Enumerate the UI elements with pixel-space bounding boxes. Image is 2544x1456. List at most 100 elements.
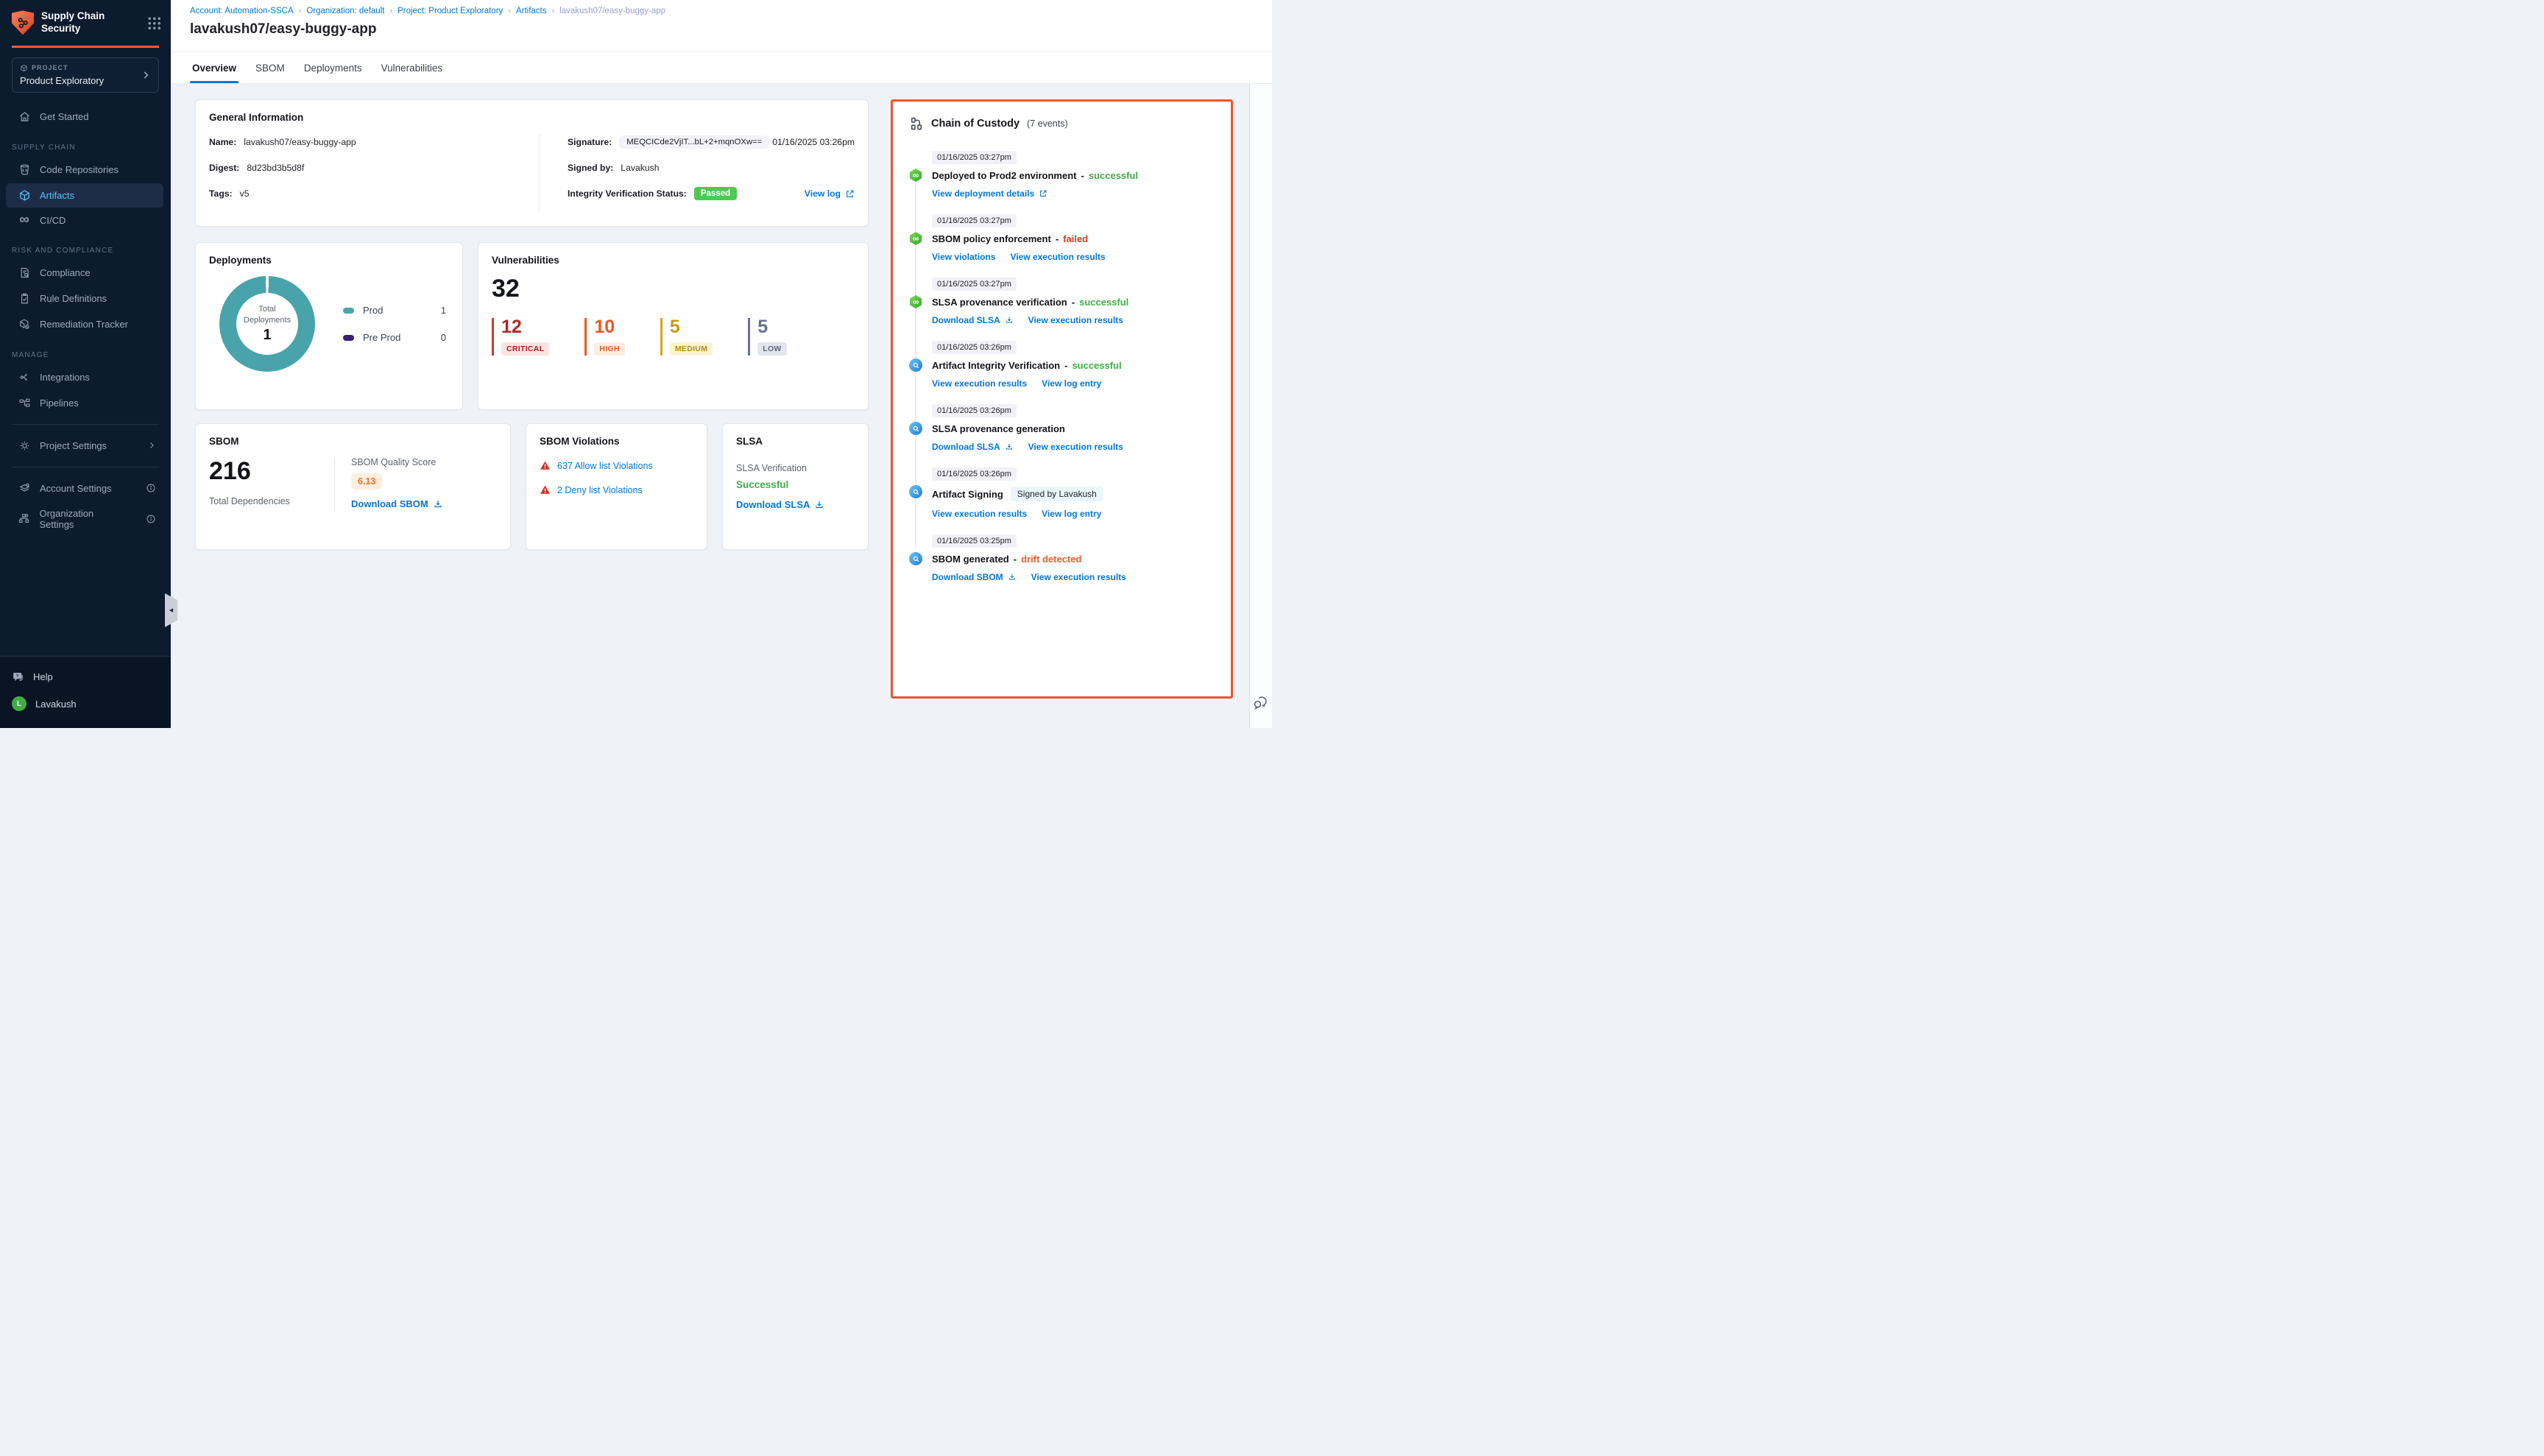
sbom-total-dependencies-label: Total Dependencies <box>209 496 334 506</box>
sidebar-item-label: Artifacts <box>40 190 74 201</box>
chain-of-custody-panel: Chain of Custody (7 events) ∞ 01/16/2025… <box>891 99 1233 699</box>
sidebar-item-cicd[interactable]: ∞ CI/CD <box>6 209 163 232</box>
event-status: successful <box>1079 297 1128 308</box>
sidebar-item-organization-settings[interactable]: Organization Settings <box>6 502 163 536</box>
view-execution-results-link[interactable]: View execution results <box>932 378 1027 389</box>
sidebar-item-remediation-tracker[interactable]: Remediation Tracker <box>6 312 163 336</box>
sidebar-item-get-started[interactable]: Get Started <box>6 105 163 129</box>
view-log-link[interactable]: View log <box>805 188 855 199</box>
view-execution-results-link[interactable]: View execution results <box>1028 315 1123 325</box>
view-violations-link[interactable]: View violations <box>932 252 995 262</box>
pipeline-event-icon: ∞ <box>909 232 922 245</box>
signature-value: MEQCICde2VjIT...bL+2+mqnOXw== <box>619 135 769 149</box>
event-timestamp: 01/16/2025 03:27pm <box>932 214 1017 227</box>
general-information-card: General Information Name: lavakush07/eas… <box>195 99 869 227</box>
chevron-right-icon <box>141 70 151 80</box>
sbom-quality-score-label: SBOM Quality Score <box>351 457 497 467</box>
sidebar-item-pipelines[interactable]: Pipelines <box>6 391 163 415</box>
allow-list-violations-link[interactable]: 637 Allow list Violations <box>557 461 653 471</box>
general-information-title: General Information <box>209 112 855 123</box>
chain-event: 01/16/2025 03:25pm SBOM generated-drift … <box>909 534 1215 582</box>
main-content: General Information Name: lavakush07/eas… <box>171 84 1272 728</box>
info-icon[interactable] <box>146 483 156 493</box>
tab-overview[interactable]: Overview <box>192 52 236 83</box>
breadcrumb-separator: › <box>508 7 511 15</box>
sidebar-item-label: Get Started <box>40 111 88 122</box>
project-name: Product Exploratory <box>20 75 141 86</box>
sbom-total-dependencies-value: 216 <box>209 457 334 486</box>
project-selector[interactable]: PROJECT Product Exploratory <box>12 57 159 93</box>
breadcrumb-project[interactable]: Project: Product Exploratory <box>398 7 503 15</box>
scan-event-icon <box>909 485 922 498</box>
signed-by-label: Signed by: <box>568 163 613 173</box>
sidebar-item-rule-definitions[interactable]: Rule Definitions <box>6 286 163 311</box>
view-execution-results-link[interactable]: View execution results <box>1010 252 1105 262</box>
warning-triangle-icon <box>540 484 551 495</box>
download-sbom-link[interactable]: Download SBOM <box>932 572 1017 582</box>
event-timestamp: 01/16/2025 03:25pm <box>932 534 1017 548</box>
event-status: successful <box>1089 170 1138 181</box>
name-value: lavakush07/easy-buggy-app <box>244 137 356 147</box>
prod-swatch <box>343 308 354 314</box>
project-cube-icon <box>20 64 28 72</box>
view-log-entry-link[interactable]: View log entry <box>1042 378 1101 389</box>
module-grid-icon[interactable] <box>147 16 160 29</box>
event-title: SBOM policy enforcement <box>932 233 1051 244</box>
tab-vulnerabilities[interactable]: Vulnerabilities <box>381 52 443 83</box>
digest-value: 8d23bd3b5d8f <box>247 163 304 173</box>
account-settings-icon <box>18 482 31 495</box>
pipelines-icon <box>18 397 31 409</box>
chain-event: ∞ 01/16/2025 03:27pm SBOM policy enforce… <box>909 213 1215 262</box>
deny-list-violations-link[interactable]: 2 Deny list Violations <box>557 485 643 495</box>
severity-row: 12 CRITICAL 10 HIGH 5 MEDIUM 5 <box>492 318 855 356</box>
chain-event: ∞ 01/16/2025 03:27pm Deployed to Prod2 e… <box>909 150 1215 199</box>
severity-low: 5 LOW <box>748 318 786 356</box>
sidebar-item-label: Rule Definitions <box>40 293 107 304</box>
download-icon <box>814 500 824 510</box>
download-sbom-link[interactable]: Download SBOM <box>351 498 443 509</box>
artifacts-cube-icon <box>18 189 31 202</box>
view-deployment-details-link[interactable]: View deployment details <box>932 188 1047 199</box>
signature-label: Signature: <box>568 137 612 147</box>
vulnerabilities-total: 32 <box>492 275 855 303</box>
event-title: Deployed to Prod2 environment <box>932 170 1076 181</box>
severity-high: 10 HIGH <box>584 318 624 356</box>
view-execution-results-link[interactable]: View execution results <box>932 509 1027 519</box>
info-icon[interactable] <box>146 514 156 524</box>
download-icon <box>433 499 443 509</box>
sidebar-item-code-repositories[interactable]: Code Repositories <box>6 158 163 182</box>
view-execution-results-link[interactable]: View execution results <box>1031 572 1126 582</box>
download-slsa-link[interactable]: Download SLSA <box>932 442 1014 452</box>
breadcrumb-account[interactable]: Account: Automation-SSCA <box>190 7 294 15</box>
warning-triangle-icon <box>540 460 551 471</box>
sidebar-item-label: Account Settings <box>40 483 112 494</box>
feedback-chat-icon[interactable] <box>1253 695 1268 710</box>
view-log-entry-link[interactable]: View log entry <box>1042 509 1101 519</box>
breadcrumb-organization[interactable]: Organization: default <box>306 7 384 15</box>
chain-events-count: (7 events) <box>1027 119 1068 129</box>
user-menu[interactable]: L Lavakush <box>0 690 171 718</box>
sidebar-item-project-settings[interactable]: Project Settings <box>6 434 163 458</box>
vulnerabilities-card: Vulnerabilities 32 12 CRITICAL 10 HIGH 5 <box>478 242 869 410</box>
tab-deployments[interactable]: Deployments <box>304 52 362 83</box>
view-execution-results-link[interactable]: View execution results <box>1028 442 1123 452</box>
chain-of-custody-icon <box>909 116 924 131</box>
event-timestamp: 01/16/2025 03:26pm <box>932 467 1017 481</box>
download-slsa-link[interactable]: Download SLSA <box>736 499 824 510</box>
event-title: SLSA provenance generation <box>932 423 1065 434</box>
signature-date: 01/16/2025 03:26pm <box>772 137 855 147</box>
tab-sbom[interactable]: SBOM <box>255 52 285 83</box>
home-icon <box>18 110 31 123</box>
name-label: Name: <box>209 137 236 147</box>
sidebar-item-integrations[interactable]: Integrations <box>6 365 163 389</box>
breadcrumb-artifacts[interactable]: Artifacts <box>516 7 547 15</box>
help-button[interactable]: ? Help <box>0 664 171 690</box>
chain-events-timeline: ∞ 01/16/2025 03:27pm Deployed to Prod2 e… <box>909 150 1215 582</box>
slsa-card: SLSA SLSA Verification Successful Downlo… <box>722 423 869 550</box>
sidebar-item-artifacts[interactable]: Artifacts <box>6 183 163 208</box>
sidebar-item-account-settings[interactable]: Account Settings <box>6 476 163 501</box>
sidebar-item-compliance[interactable]: Compliance <box>6 261 163 285</box>
sidebar-item-label: Pipelines <box>40 397 79 409</box>
download-slsa-link[interactable]: Download SLSA <box>932 315 1014 325</box>
external-link-icon <box>845 189 855 199</box>
